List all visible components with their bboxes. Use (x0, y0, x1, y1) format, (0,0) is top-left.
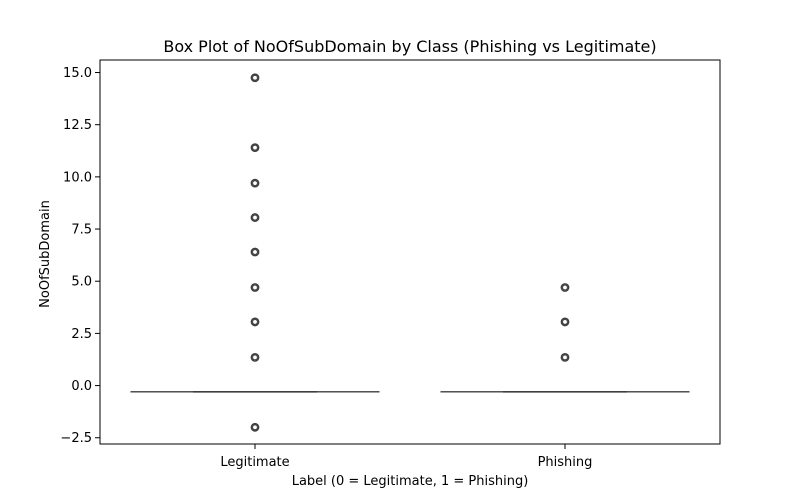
outlier-point (560, 283, 570, 292)
outlier-point-overlap (562, 319, 568, 325)
outlier-point-overlap (562, 284, 568, 291)
outlier-point-overlap (252, 249, 258, 255)
y-tick-label: 2.5 (71, 327, 92, 342)
outlier-point (560, 317, 570, 327)
y-tick-label: 15.0 (63, 66, 92, 81)
y-axis-label: NoOfSubDomain (38, 200, 53, 308)
outlier-point (250, 352, 260, 362)
y-tick-label: 0.0 (71, 379, 92, 394)
outlier-point (250, 178, 260, 188)
outlier-point (560, 352, 570, 362)
outlier-point (250, 317, 260, 327)
outlier-point-overlap (562, 354, 568, 361)
outlier-point (250, 143, 260, 153)
outlier-point-overlap (252, 180, 258, 187)
outlier-point-overlap (252, 74, 258, 81)
outlier-point (250, 73, 260, 83)
x-tick-label: Phishing (538, 455, 593, 470)
x-tick-label: Legitimate (220, 455, 289, 470)
outlier-point-overlap (252, 319, 258, 325)
outlier-point (250, 213, 260, 222)
y-tick-label: 7.5 (71, 223, 92, 238)
outlier-point (250, 283, 260, 292)
y-tick-label: −2.5 (60, 431, 92, 446)
outlier-point-overlap (252, 144, 258, 151)
outlier-point (250, 247, 260, 257)
plot-frame (99, 59, 721, 445)
y-tick-label: 10.0 (63, 170, 92, 185)
outlier-point-overlap (252, 354, 258, 361)
plot-area: −2.5 0.0 2.5 5.0 7.5 10.0 12.5 15.0 Legitimate Ph… (60, 59, 721, 470)
outlier-point-overlap (252, 424, 258, 431)
chart-title: Box Plot of NoOfSubDomain by Class (Phis… (163, 37, 656, 56)
y-tick-label: 12.5 (63, 118, 92, 133)
y-tick-label: 5.0 (71, 275, 92, 290)
outlier-point (250, 422, 260, 432)
x-axis-label: Label (0 = Legitimate, 1 = Phishing) (292, 474, 529, 489)
outlier-point-overlap (252, 214, 258, 221)
outlier-point-overlap (252, 284, 258, 291)
